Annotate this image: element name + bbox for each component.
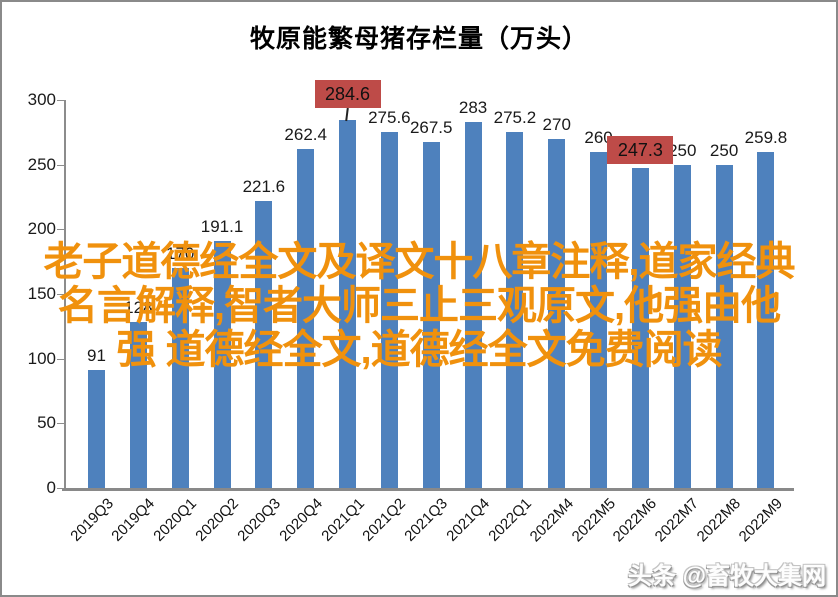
value-label: 191.1 (200, 216, 244, 236)
y-tick-mark (57, 164, 64, 166)
value-label: 250 (668, 140, 697, 160)
bar (171, 268, 189, 488)
y-tick-label: 100 (27, 348, 56, 368)
y-tick-label: 50 (37, 413, 56, 433)
value-label: 260 (584, 127, 613, 147)
bar (590, 151, 608, 488)
bar (715, 164, 733, 488)
chart-title: 牧原能繁母猪存栏量（万头） (249, 26, 588, 53)
highlighted-value-label: 284.6 (314, 79, 381, 108)
value-label: 250 (709, 140, 739, 160)
y-tick-label: 150 (27, 284, 56, 303)
bar (506, 132, 524, 488)
value-label: 221.6 (242, 177, 286, 197)
y-tick-label: 250 (27, 154, 56, 174)
value-label: 275.6 (368, 107, 411, 127)
bar (422, 142, 440, 488)
x-axis-line (62, 488, 794, 491)
bar (255, 201, 273, 488)
y-tick-label: 200 (27, 219, 56, 239)
y-axis-line (64, 100, 66, 489)
y-tick-label: 0 (46, 478, 56, 497)
value-label: 259.8 (744, 127, 788, 147)
y-tick-mark (57, 358, 64, 360)
bar (631, 168, 649, 488)
y-tick-mark (57, 229, 64, 231)
value-label: 275.2 (493, 108, 537, 128)
y-tick-label: 300 (27, 90, 56, 109)
y-tick-mark (57, 100, 64, 101)
value-label: 91 (87, 346, 106, 366)
bar (673, 164, 691, 488)
highlighted-value-label: 247.3 (607, 136, 674, 165)
bar (88, 370, 105, 488)
bar (339, 119, 357, 488)
bar (297, 148, 315, 488)
bar (380, 131, 398, 488)
bar (129, 322, 147, 488)
y-tick-mark (57, 294, 64, 295)
y-tick-mark (57, 488, 64, 489)
y-tick-mark (57, 423, 64, 425)
value-label: 270 (542, 114, 571, 134)
value-label: 170 (165, 244, 195, 264)
bar (548, 138, 566, 488)
value-label: 267.5 (409, 118, 453, 138)
value-label: 283 (458, 97, 488, 117)
credit-watermark: 头条 @畜牧大集网 (627, 563, 826, 590)
bar (213, 240, 231, 488)
watermark-line-1: 老子道德经全文及译文十八章注释,道家经典 (43, 240, 795, 284)
value-label: 128 (124, 298, 153, 318)
bar (464, 121, 482, 488)
bar (757, 151, 775, 488)
value-label: 262.4 (284, 124, 327, 144)
